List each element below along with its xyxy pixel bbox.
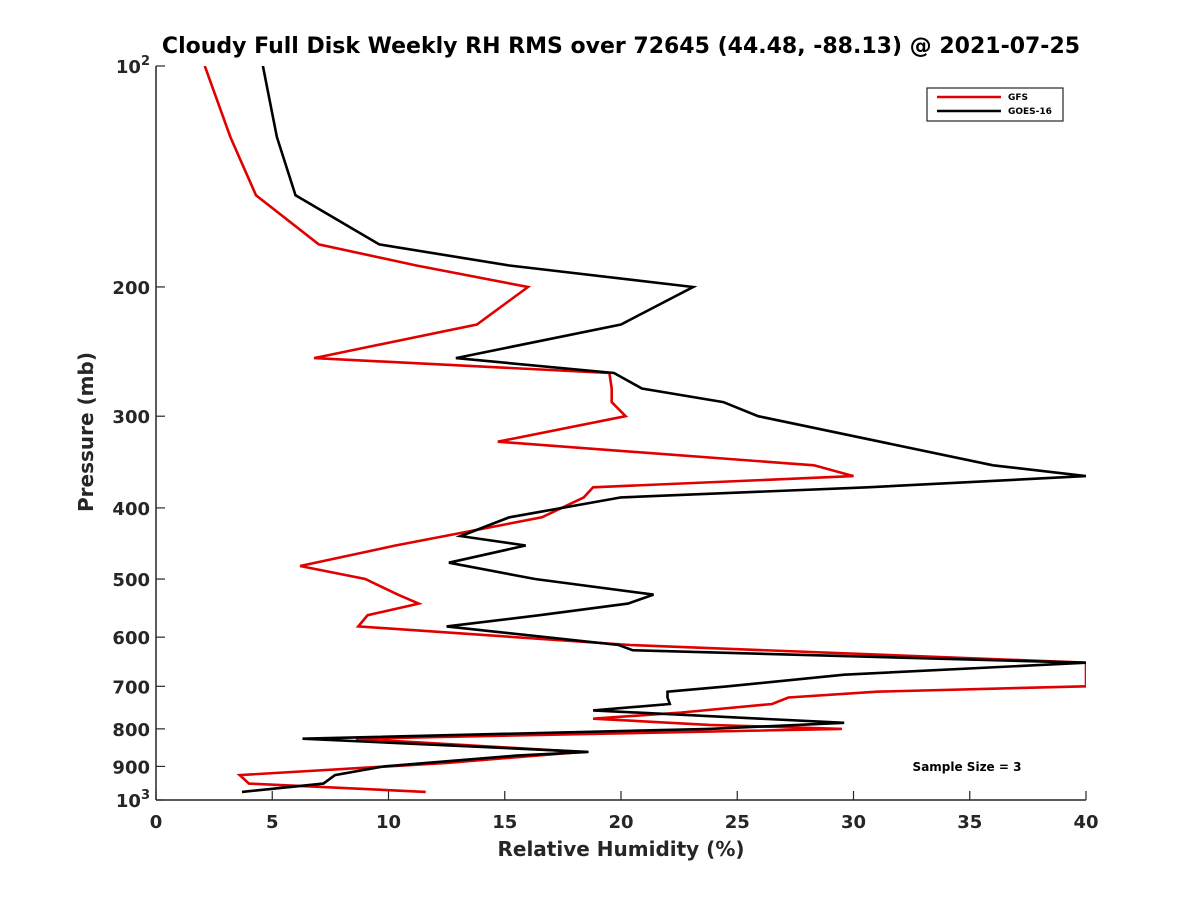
legend-label: GOES-16 (1008, 107, 1052, 117)
legend-box (926, 87, 1064, 122)
legend: GFS GOES-16 (926, 87, 1064, 122)
y-tick-label: 500 (112, 570, 150, 591)
y-tick-label: 700 (112, 677, 150, 698)
y-axis-label: Pressure (mb) (74, 352, 98, 512)
x-tick-label: 10 (376, 812, 401, 833)
series-line-goes-16 (241, 66, 1086, 794)
x-tick-label: 0 (150, 812, 163, 833)
y-tick-label: 800 (112, 720, 150, 741)
x-tick-label: 30 (841, 812, 866, 833)
x-tick-label: 20 (608, 812, 633, 833)
x-tick-label: 5 (266, 812, 279, 833)
y-tick-label: 200 (112, 278, 150, 299)
x-tick-label: 35 (957, 812, 982, 833)
y-tick-label: 300 (112, 407, 150, 428)
legend-label: GFS (1008, 93, 1028, 103)
x-tick-label: 15 (492, 812, 517, 833)
chart-title: Cloudy Full Disk Weekly RH RMS over 7264… (162, 34, 1080, 59)
y-tick-label: 600 (112, 628, 150, 649)
sample-size-annotation: Sample Size = 3 (913, 760, 1022, 774)
y-tick-label: 103 (116, 788, 150, 812)
axes-background (156, 66, 1086, 800)
y-tick-label: 102 (116, 54, 150, 78)
x-axis-label: Relative Humidity (%) (497, 837, 744, 861)
plot-area: 0 5 10 15 20 25 30 35 40 102 200 300 400 500 600 700 800… (112, 54, 1098, 833)
y-tick-label: 400 (112, 499, 150, 520)
y-tick-label: 900 (112, 757, 150, 778)
x-tick-label: 25 (725, 812, 750, 833)
x-tick-label: 40 (1073, 812, 1098, 833)
